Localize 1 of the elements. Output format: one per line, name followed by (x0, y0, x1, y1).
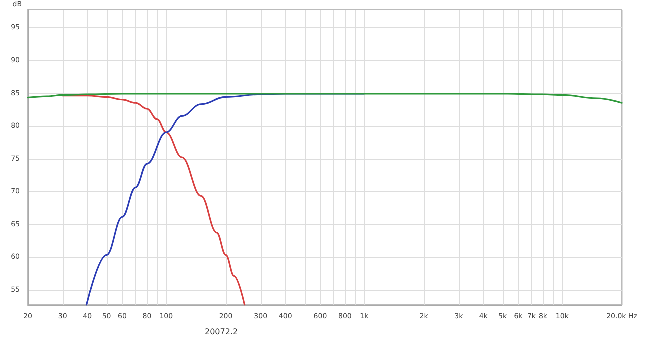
text: 20072.2 (205, 328, 238, 336)
